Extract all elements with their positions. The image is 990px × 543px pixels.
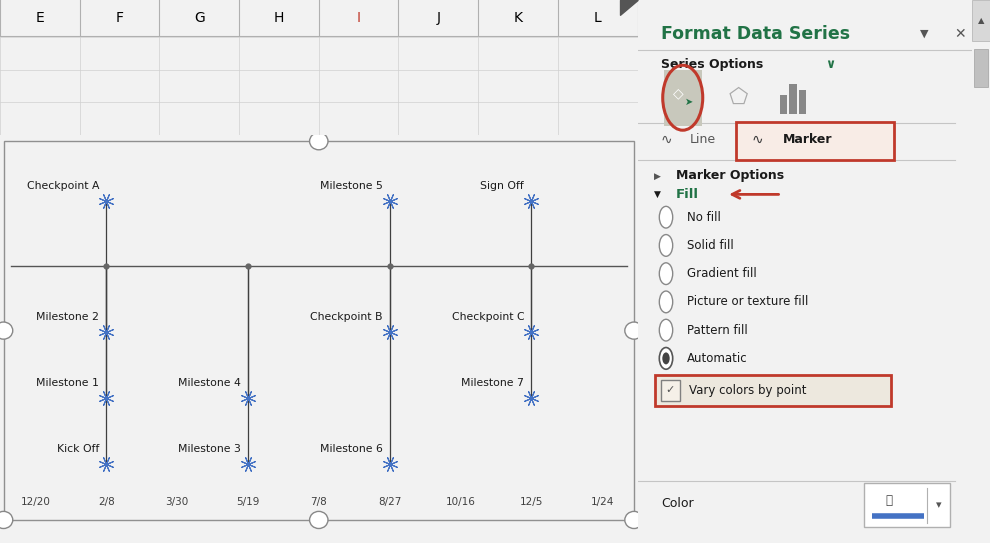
Point [98, 328, 114, 337]
Text: Sign Off: Sign Off [480, 181, 525, 191]
Text: Series Options: Series Options [661, 58, 763, 71]
Text: Automatic: Automatic [687, 352, 747, 365]
Text: Milestone 3: Milestone 3 [178, 444, 241, 454]
Text: 12/5: 12/5 [520, 497, 543, 507]
Text: ◇: ◇ [673, 86, 684, 100]
Point [382, 328, 398, 337]
Point [98, 459, 114, 468]
Text: E: E [36, 11, 45, 26]
Circle shape [659, 206, 672, 228]
Bar [974, 49, 988, 87]
FancyBboxPatch shape [655, 375, 891, 406]
Text: ➤: ➤ [685, 97, 693, 107]
FancyBboxPatch shape [663, 70, 702, 126]
FancyBboxPatch shape [737, 122, 894, 160]
Text: 🪣: 🪣 [885, 494, 892, 507]
Point [240, 394, 255, 402]
Point [382, 459, 398, 468]
Text: 3/30: 3/30 [165, 497, 189, 507]
Text: ▼: ▼ [654, 190, 661, 199]
Bar [972, 0, 990, 41]
Text: ⬠: ⬠ [729, 88, 747, 108]
Point [382, 262, 398, 271]
Point [240, 459, 255, 468]
Point [524, 196, 540, 205]
Circle shape [625, 512, 644, 528]
Text: Checkpoint C: Checkpoint C [451, 312, 525, 323]
Circle shape [0, 512, 13, 528]
Text: ∨: ∨ [825, 58, 836, 71]
Text: 2/8: 2/8 [98, 497, 115, 507]
Text: 12/20: 12/20 [21, 497, 50, 507]
Bar [789, 84, 797, 114]
Text: ✓: ✓ [665, 386, 675, 395]
Bar [799, 90, 806, 114]
Text: Checkpoint B: Checkpoint B [310, 312, 382, 323]
Bar [780, 95, 787, 114]
Circle shape [625, 322, 644, 339]
Circle shape [310, 512, 328, 528]
Text: J: J [437, 11, 441, 26]
Text: 8/27: 8/27 [378, 497, 401, 507]
Text: ∿: ∿ [751, 132, 763, 147]
Text: ▼: ▼ [921, 29, 929, 39]
Circle shape [659, 235, 672, 256]
Text: Vary colors by point: Vary colors by point [689, 384, 807, 397]
Text: K: K [514, 11, 523, 26]
Text: Kick Off: Kick Off [56, 444, 99, 454]
Circle shape [659, 291, 672, 313]
Text: ▾: ▾ [936, 501, 941, 510]
Text: I: I [356, 11, 360, 26]
Text: Pattern fill: Pattern fill [687, 324, 747, 337]
Point [382, 196, 398, 205]
Circle shape [662, 352, 669, 364]
Text: Milestone 7: Milestone 7 [461, 378, 525, 388]
Text: F: F [116, 11, 124, 26]
Text: No fill: No fill [687, 211, 721, 224]
Text: H: H [274, 11, 284, 26]
Text: Color: Color [661, 497, 694, 510]
Text: Milestone 5: Milestone 5 [320, 181, 382, 191]
Text: 10/16: 10/16 [446, 497, 475, 507]
Text: Milestone 1: Milestone 1 [37, 378, 99, 388]
Point [240, 262, 255, 271]
Circle shape [659, 319, 672, 341]
Text: 1/24: 1/24 [590, 497, 614, 507]
Text: ▶: ▶ [654, 172, 661, 180]
Point [98, 394, 114, 402]
Text: L: L [594, 11, 602, 26]
Text: Format Data Series: Format Data Series [661, 24, 850, 43]
Text: Marker: Marker [783, 133, 833, 146]
Text: G: G [194, 11, 205, 26]
Text: Milestone 6: Milestone 6 [320, 444, 382, 454]
Point [524, 394, 540, 402]
Circle shape [310, 132, 328, 150]
Text: ✕: ✕ [953, 27, 965, 41]
Text: ∿: ∿ [661, 132, 672, 147]
Text: Marker Options: Marker Options [676, 169, 784, 182]
Circle shape [659, 263, 672, 285]
Text: ▲: ▲ [978, 16, 984, 24]
Text: Solid fill: Solid fill [687, 239, 734, 252]
Text: Line: Line [689, 133, 716, 146]
FancyBboxPatch shape [864, 483, 949, 527]
FancyBboxPatch shape [661, 380, 680, 401]
Text: Checkpoint A: Checkpoint A [27, 181, 99, 191]
Text: Picture or texture fill: Picture or texture fill [687, 295, 809, 308]
Circle shape [659, 348, 672, 369]
Point [524, 328, 540, 337]
Text: Gradient fill: Gradient fill [687, 267, 756, 280]
Text: Fill: Fill [676, 188, 699, 201]
Text: 5/19: 5/19 [237, 497, 259, 507]
Text: Milestone 2: Milestone 2 [37, 312, 99, 323]
Text: Milestone 4: Milestone 4 [178, 378, 241, 388]
Text: 7/8: 7/8 [311, 497, 327, 507]
Circle shape [0, 322, 13, 339]
Point [524, 262, 540, 271]
Point [98, 196, 114, 205]
Point [98, 262, 114, 271]
